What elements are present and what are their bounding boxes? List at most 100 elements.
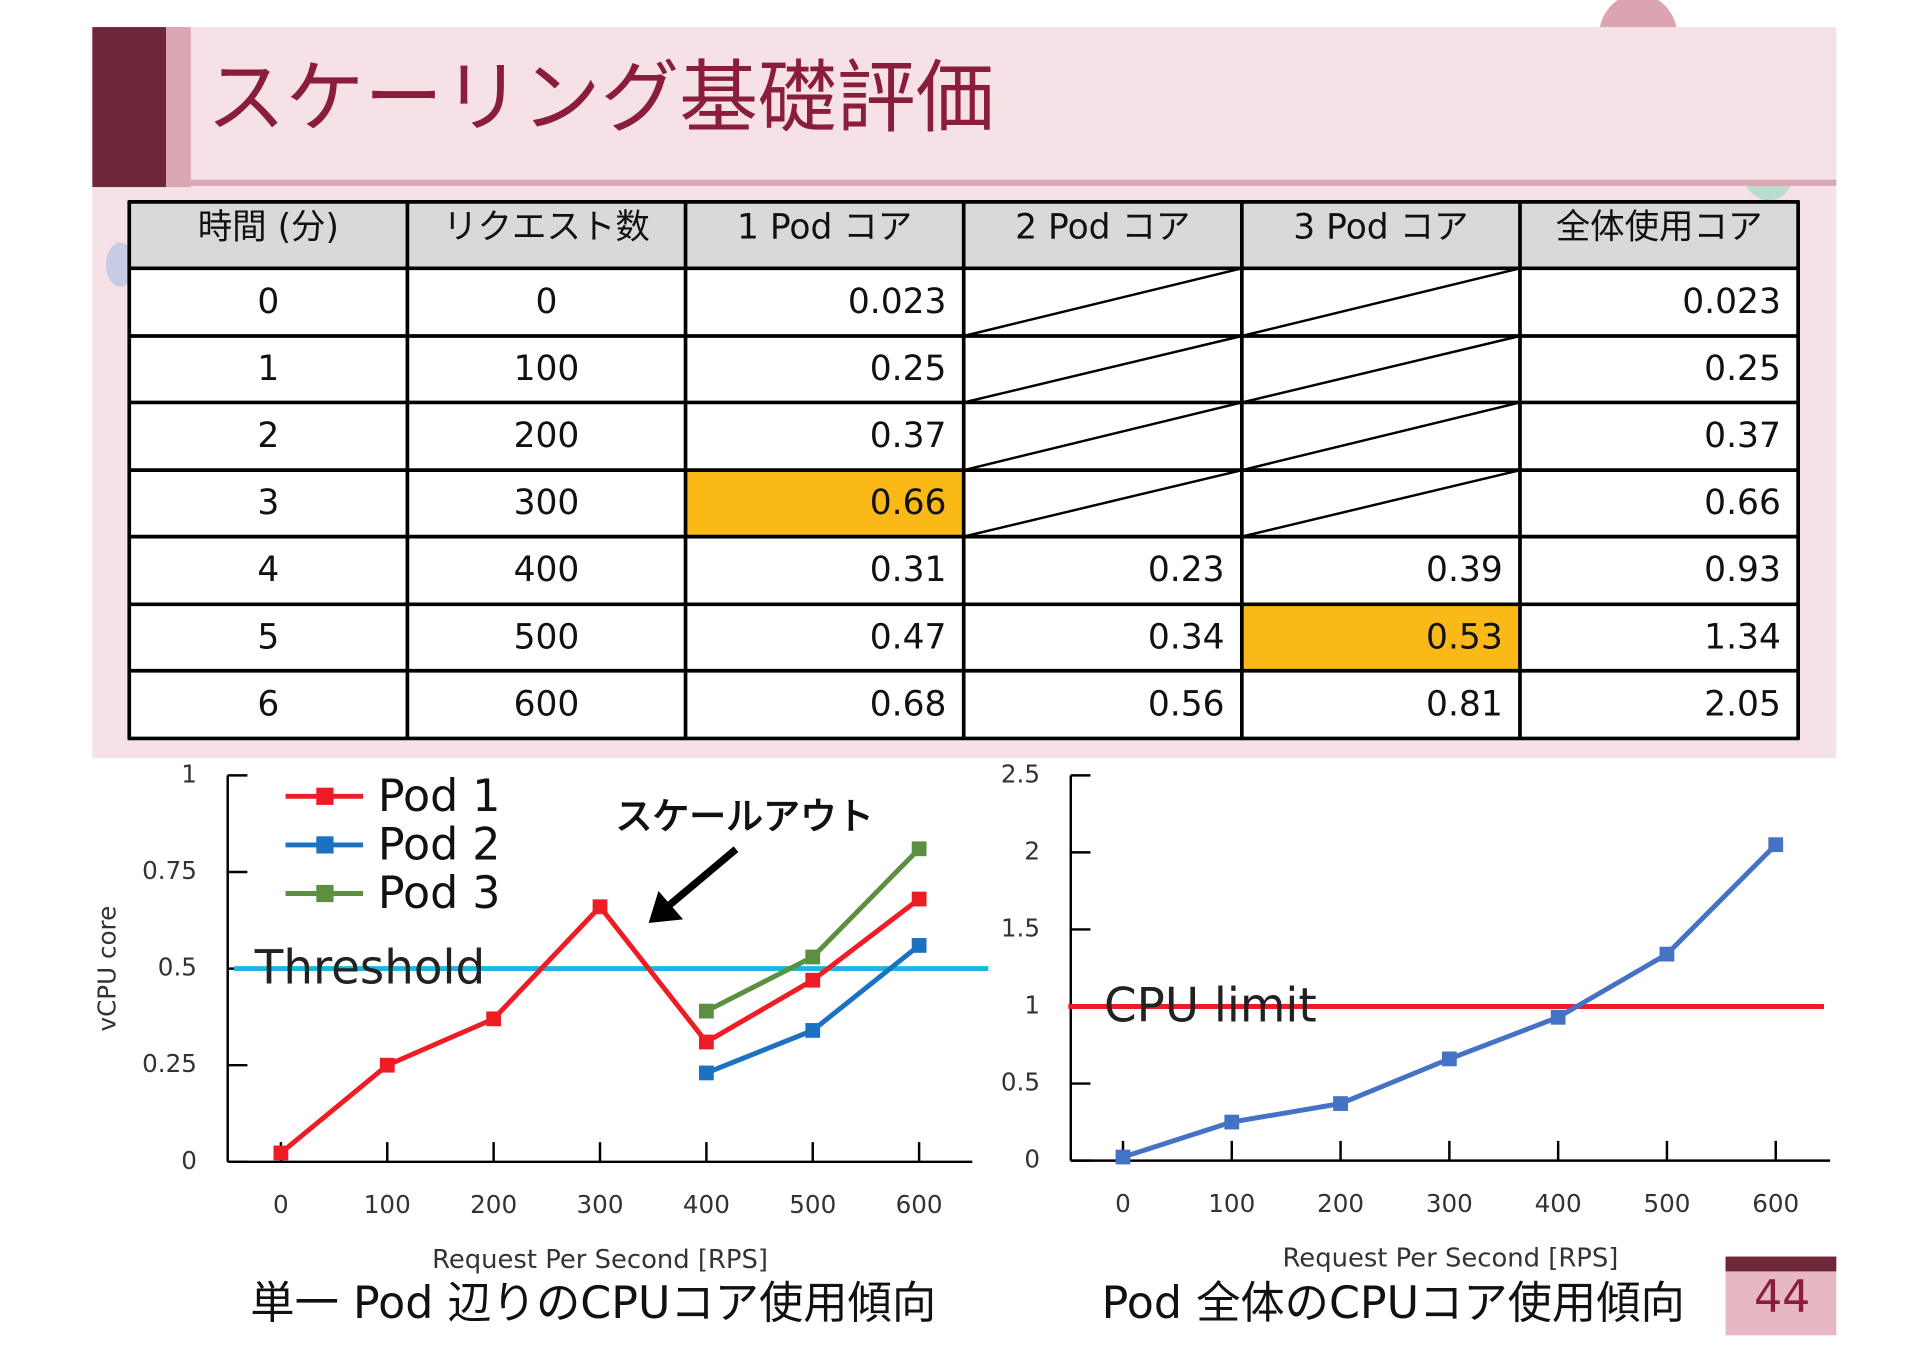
y-tick-label: 2.5	[1001, 759, 1040, 788]
page-number: 44	[1754, 1272, 1810, 1323]
header-cell: リクエスト数	[443, 207, 650, 247]
table-cell: 0.25	[1704, 349, 1781, 389]
data-point	[698, 1003, 714, 1019]
table-cell: 0.66	[870, 483, 947, 523]
x-tick-label: 200	[470, 1190, 517, 1219]
x-tick-label: 100	[364, 1190, 411, 1219]
empty-cell-diagonal	[1241, 334, 1521, 404]
x-tick-label: 100	[1208, 1189, 1255, 1218]
empty-cell-diagonal	[963, 267, 1243, 338]
x-tick-label: 600	[1752, 1189, 1799, 1218]
empty-cell-diagonal	[963, 468, 1243, 538]
data-point	[805, 972, 821, 988]
table-cell: 0.47	[870, 617, 947, 657]
x-tick-label: 500	[789, 1190, 836, 1219]
table-cell: 0.25	[870, 349, 947, 389]
table-cell: 0	[536, 282, 558, 322]
table-cell: 0.31	[870, 550, 947, 590]
legend-label: Pod 1	[378, 771, 501, 822]
data-point	[805, 1023, 821, 1038]
table-cell: 200	[514, 416, 580, 456]
header-strip	[166, 27, 191, 188]
y-tick-label: 1	[181, 759, 197, 788]
table-cell: 0.68	[870, 684, 947, 724]
data-point	[805, 949, 821, 965]
data-point	[911, 891, 927, 907]
table-cell: 0.56	[1148, 684, 1225, 724]
x-tick-label: 300	[1426, 1189, 1473, 1218]
header-cell: 3 Pod コア	[1293, 207, 1468, 247]
table-cell: 0.023	[1682, 282, 1781, 322]
empty-cell-diagonal	[1241, 468, 1521, 538]
y-tick-label: 0	[1024, 1145, 1040, 1174]
table-cell: 0.81	[1426, 684, 1503, 724]
x-tick-label: 0	[1115, 1189, 1131, 1218]
table-cell: 0.23	[1148, 550, 1225, 590]
page-number-band	[1725, 1256, 1837, 1272]
table-cell: 300	[514, 483, 580, 523]
annotation-arrow	[664, 846, 739, 910]
data-point	[486, 1011, 502, 1027]
data-point	[698, 1065, 714, 1081]
empty-cell-diagonal	[1241, 401, 1521, 472]
data-point	[911, 841, 927, 857]
table-cell: 2.05	[1704, 684, 1781, 724]
highlight-cell	[685, 470, 964, 537]
data-point	[698, 1034, 714, 1050]
x-tick-label: 400	[683, 1190, 730, 1219]
data-point	[1333, 1096, 1348, 1111]
table: 時間 (分) リクエスト数 1 Pod コア 2 Pod コア 3 Pod コア 全体使用…	[127, 199, 1800, 741]
reference-label: CPU limit	[1104, 979, 1317, 1033]
chart-caption: Pod 全体のCPUコア使用傾向	[1102, 1278, 1685, 1329]
x-tick-label: 300	[577, 1190, 624, 1219]
y-tick-label: 0	[181, 1146, 197, 1175]
data-point	[911, 938, 927, 953]
table-cell: 0	[257, 282, 279, 322]
header-cell: 1 Pod コア	[737, 207, 912, 247]
table-cell: 5	[257, 617, 279, 657]
data-point	[592, 899, 608, 915]
table-cell: 400	[514, 550, 580, 590]
annotation-arrowhead	[648, 891, 684, 924]
x-tick-label: 600	[896, 1190, 943, 1219]
slide-title: スケーリング基礎評価	[207, 52, 995, 144]
reference-label: Threshold	[254, 942, 485, 996]
header-block	[92, 27, 167, 188]
table-cell: 0.023	[848, 282, 947, 322]
y-tick-label: 0.25	[142, 1049, 197, 1078]
y-tick-label: 0.5	[1001, 1068, 1040, 1097]
empty-cell-diagonal	[963, 401, 1243, 472]
legend-swatch-marker	[316, 884, 334, 903]
legend-label: Pod 2	[378, 819, 501, 870]
header-cell: 時間 (分)	[198, 207, 339, 247]
x-tick-label: 500	[1643, 1189, 1690, 1218]
data-point	[1224, 1114, 1240, 1130]
table-cell: 500	[514, 617, 580, 657]
data-point	[273, 1145, 289, 1161]
table-cell: 1.34	[1704, 617, 1781, 657]
header	[92, 27, 1837, 185]
table-cell: 0.66	[1704, 483, 1781, 523]
empty-cell-diagonal	[1241, 267, 1521, 338]
legend-swatch-marker	[316, 836, 334, 854]
data-point	[1115, 1149, 1131, 1165]
y-axis-label: vCPU core	[92, 906, 121, 1032]
table-cell: 0.37	[870, 416, 947, 456]
data-point	[1768, 837, 1784, 853]
table-cell: 6	[257, 684, 279, 724]
table-cell: 4	[257, 550, 279, 590]
data-point	[379, 1057, 395, 1073]
header-cell: 全体使用コア	[1556, 207, 1763, 247]
y-tick-label: 1	[1024, 991, 1040, 1020]
y-tick-label: 0.75	[142, 856, 197, 885]
table-cell: 0.93	[1704, 550, 1781, 590]
data-point	[1659, 946, 1675, 962]
annotation: スケールアウト	[615, 795, 873, 838]
header-rule	[190, 179, 1837, 186]
table-cell: 0.34	[1148, 617, 1225, 657]
x-axis-label: Request Per Second [RPS]	[432, 1245, 768, 1275]
table-cell: 0.39	[1426, 550, 1503, 590]
highlight-cell	[1241, 604, 1520, 671]
